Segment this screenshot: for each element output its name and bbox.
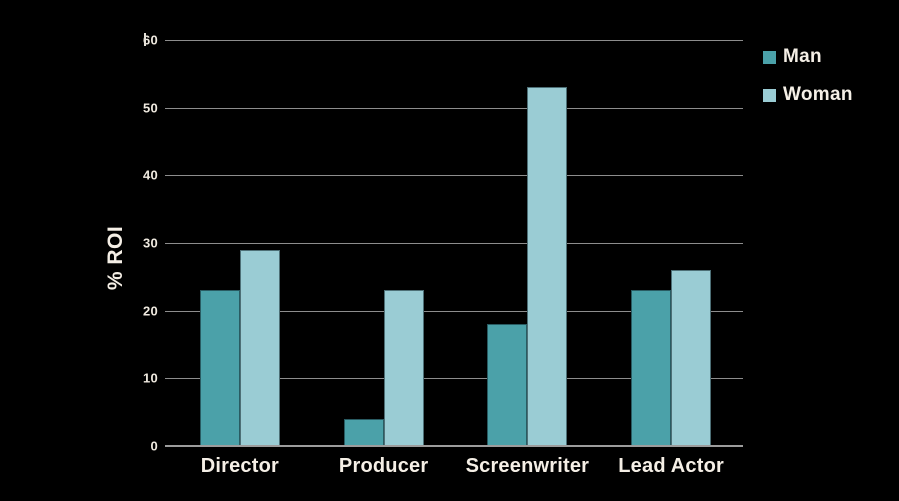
- x-label-screenwriter: Screenwriter: [465, 455, 590, 477]
- legend-label-man: Man: [783, 46, 822, 67]
- bar-man-producer: [343, 418, 384, 446]
- y-tick-label-0: 0: [150, 438, 158, 454]
- x-axis-line: [165, 445, 743, 447]
- bar-woman-lead-actor: [671, 270, 712, 446]
- legend-item-woman: Woman: [763, 84, 853, 106]
- plot-area: Director Producer Screenwriter Lead Actor: [165, 40, 743, 477]
- legend: Man Woman: [763, 46, 853, 122]
- bar-man-director: [199, 290, 240, 446]
- bar-man-lead-actor: [631, 290, 672, 446]
- legend-swatch-man: [763, 50, 776, 64]
- bar-woman-producer: [383, 290, 424, 446]
- gridline-10: [165, 378, 743, 380]
- legend-swatch-woman: [763, 88, 776, 102]
- y-tick-label-30: 30: [142, 235, 158, 251]
- x-label-lead-actor: Lead Actor: [618, 455, 724, 477]
- y-tick-label-50: 50: [142, 100, 158, 116]
- y-tick-label-20: 20: [142, 303, 158, 319]
- legend-item-man: Man: [763, 46, 853, 68]
- x-label-director: Director: [200, 455, 280, 477]
- y-tick-label-10: 10: [142, 370, 158, 386]
- bar-woman-screenwriter: [527, 87, 568, 446]
- x-label-producer: Producer: [338, 455, 429, 477]
- y-tick-label-40: 40: [142, 167, 158, 183]
- gridline-30: [165, 243, 743, 244]
- text-cursor-artifact: [144, 33, 146, 46]
- bar-man-screenwriter: [487, 324, 528, 446]
- gridline-20: [165, 310, 743, 312]
- gridline-50: [165, 107, 743, 109]
- y-tick-label-60: 60: [142, 32, 158, 48]
- gridline-60: [165, 40, 743, 41]
- bar-woman-director: [239, 249, 280, 446]
- gridline-40: [165, 175, 743, 177]
- legend-label-woman: Woman: [783, 84, 853, 105]
